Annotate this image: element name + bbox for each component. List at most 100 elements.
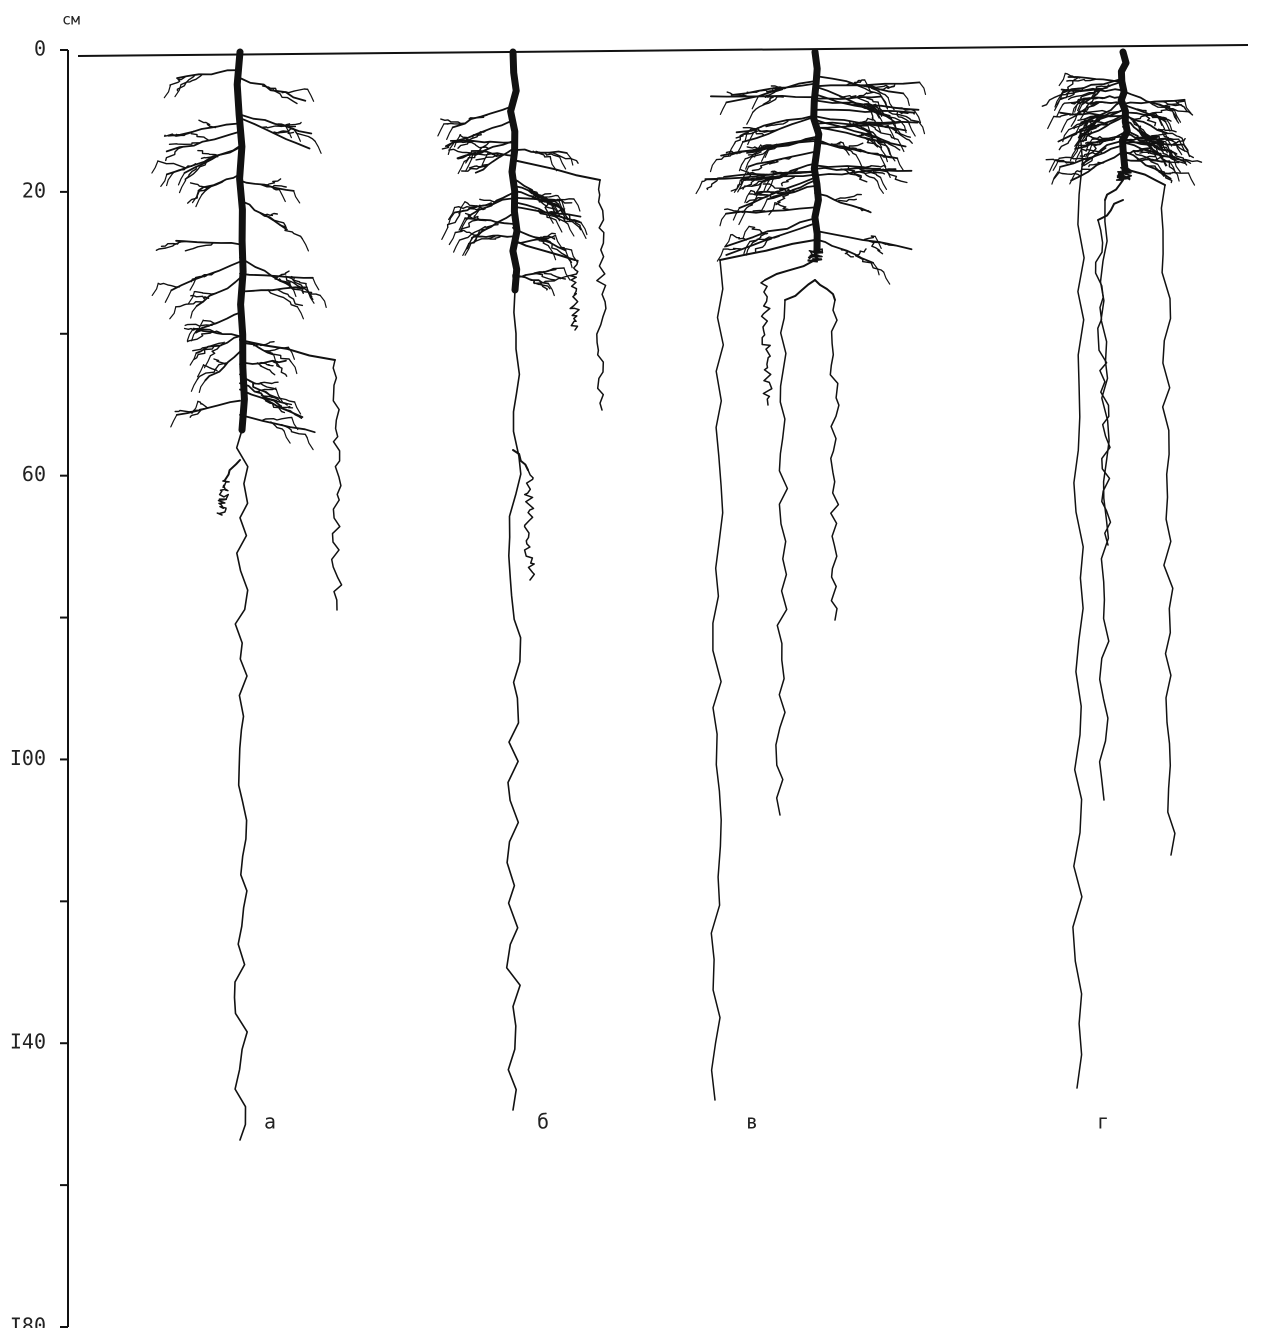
root [896, 157, 904, 171]
root [446, 126, 454, 140]
root [768, 202, 776, 216]
root [165, 130, 241, 153]
root [550, 151, 579, 164]
root [749, 209, 766, 213]
root [291, 416, 299, 431]
root [716, 248, 724, 262]
root [748, 193, 777, 199]
root [468, 207, 486, 211]
root [746, 89, 768, 94]
root [454, 219, 480, 234]
root [1184, 100, 1192, 114]
root [190, 305, 198, 319]
root [855, 255, 885, 273]
root [746, 111, 754, 125]
root [1066, 102, 1098, 121]
root [840, 249, 855, 258]
root [270, 421, 285, 432]
root [876, 180, 884, 194]
root [701, 177, 725, 183]
root [264, 400, 286, 414]
root [814, 81, 921, 88]
root [264, 350, 292, 363]
root [330, 359, 343, 611]
root [273, 354, 281, 368]
root [239, 286, 308, 293]
root [176, 69, 241, 79]
root [195, 194, 203, 208]
root [443, 122, 463, 125]
root [763, 178, 771, 192]
root [568, 214, 581, 228]
root [579, 225, 587, 239]
root [151, 160, 159, 174]
root [814, 108, 916, 114]
root [740, 169, 759, 177]
root [265, 184, 287, 188]
root [458, 217, 466, 231]
root [766, 178, 774, 192]
root [1122, 164, 1166, 186]
root [155, 240, 184, 251]
root [278, 188, 286, 203]
root [197, 149, 219, 157]
panel-label: в [746, 1110, 758, 1134]
root [735, 114, 816, 134]
root [735, 126, 763, 139]
root [184, 242, 214, 252]
root [1122, 125, 1161, 155]
root [1150, 114, 1165, 120]
root [187, 291, 195, 305]
root [533, 194, 559, 200]
root [294, 401, 302, 415]
root [537, 209, 569, 225]
root [472, 234, 514, 238]
root [751, 160, 775, 172]
root [855, 154, 863, 168]
root [830, 141, 844, 146]
root [719, 213, 727, 227]
root [1068, 113, 1097, 131]
root [465, 158, 473, 172]
root [239, 113, 313, 135]
root [710, 95, 816, 99]
root [178, 180, 187, 194]
root [1155, 112, 1163, 126]
root [888, 126, 896, 140]
root [807, 248, 824, 263]
root [563, 208, 571, 222]
root [474, 148, 514, 174]
root [446, 209, 465, 229]
root [1089, 123, 1108, 127]
root [192, 342, 224, 352]
root [262, 395, 293, 406]
root [260, 394, 288, 406]
root [742, 127, 774, 133]
root [468, 235, 496, 245]
root [191, 328, 199, 342]
root [259, 212, 287, 227]
root [1175, 142, 1183, 156]
root [1058, 133, 1078, 151]
root [535, 194, 548, 212]
root [290, 360, 298, 375]
root [512, 239, 576, 261]
root [883, 164, 891, 178]
root [1168, 160, 1176, 174]
root [184, 323, 213, 327]
root [1088, 101, 1113, 105]
root [756, 191, 784, 195]
root [537, 234, 557, 241]
root [1077, 97, 1085, 112]
root [1148, 101, 1174, 112]
root [263, 212, 278, 217]
root [175, 301, 204, 308]
root [893, 120, 901, 135]
root [200, 155, 219, 160]
root [448, 211, 456, 226]
root [184, 161, 207, 180]
root [1058, 72, 1066, 87]
root [875, 108, 883, 123]
panel-label: а [264, 1110, 276, 1134]
